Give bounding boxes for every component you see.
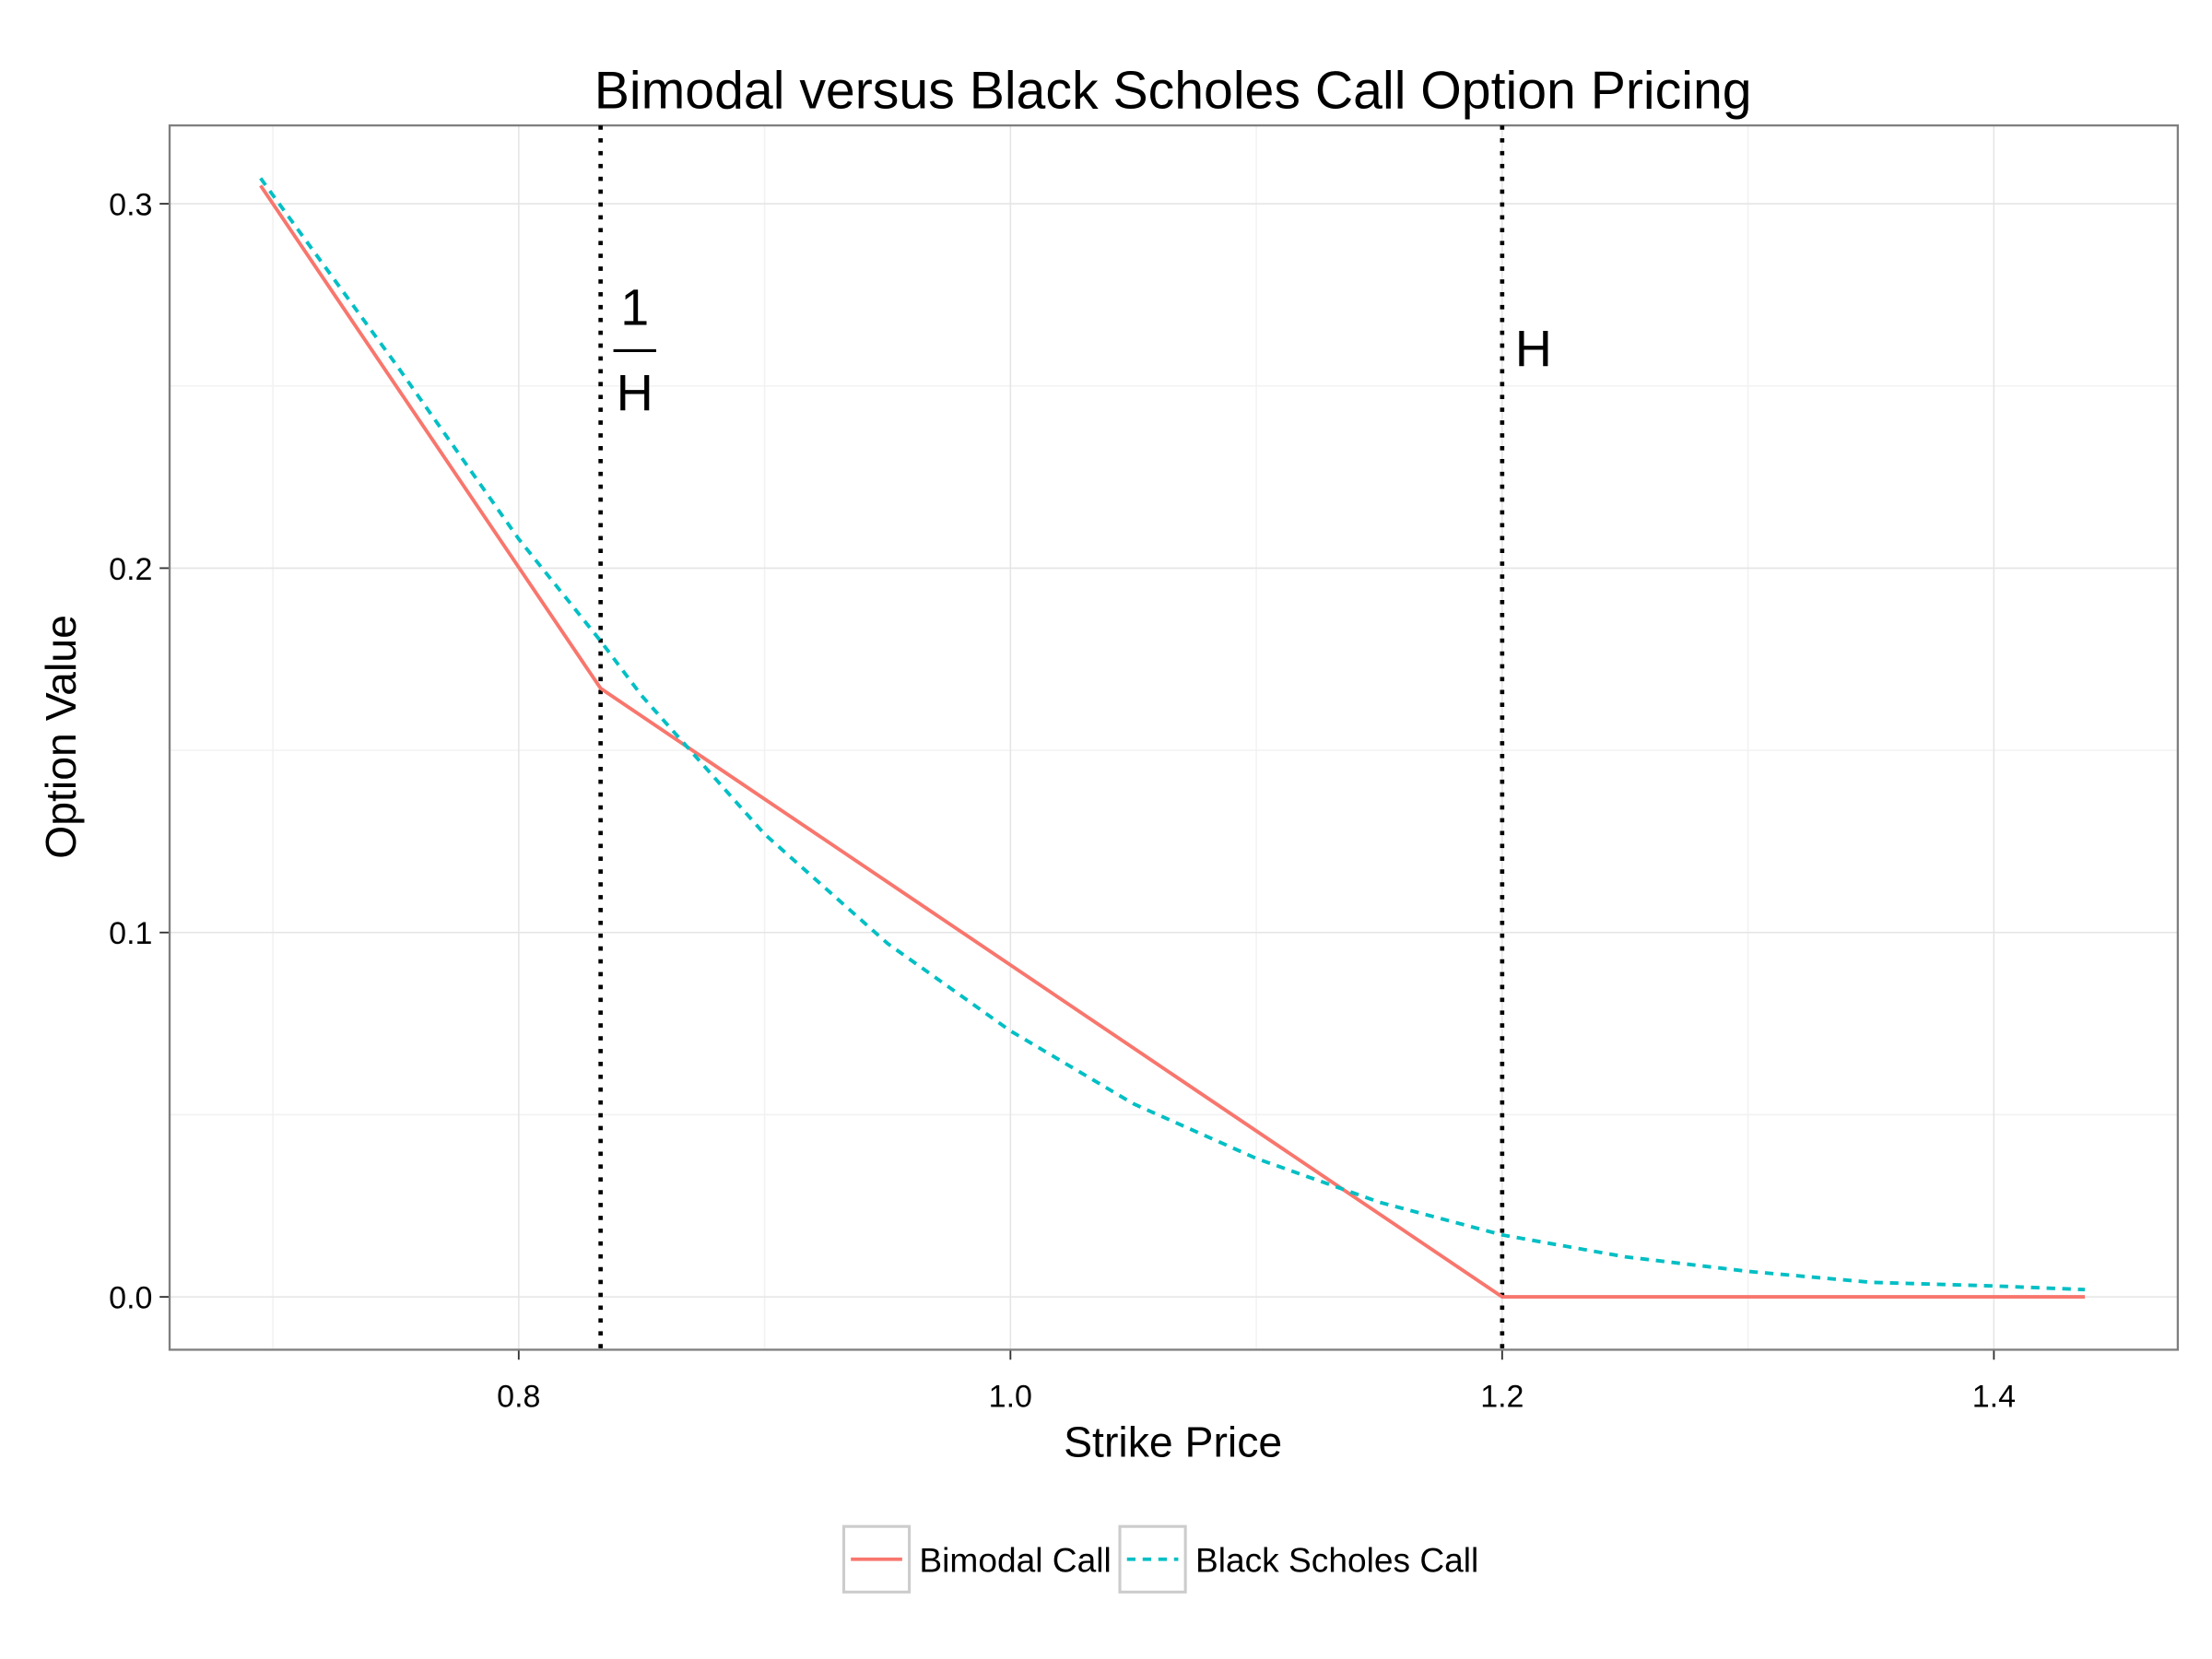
x-tick-label: 0.8 xyxy=(497,1379,540,1414)
series-line xyxy=(259,177,2086,1292)
y-tick-label: 0.0 xyxy=(109,1280,152,1315)
chart-title: Bimodal versus Black Scholes Call Option… xyxy=(594,62,1752,121)
legend-label: Black Scholes Call xyxy=(1195,1541,1478,1580)
legend-label: Bimodal Call xyxy=(919,1541,1111,1580)
annotation-denominator: H xyxy=(617,364,653,421)
y-tick-label: 0.3 xyxy=(109,187,152,222)
annotation-label: H xyxy=(1515,320,1552,377)
x-tick-label: 1.0 xyxy=(989,1379,1032,1414)
plot-border xyxy=(168,124,2180,1351)
series-line xyxy=(259,184,2086,1300)
x-axis-title: Strike Price xyxy=(1064,1418,1282,1465)
x-tick-label: 1.2 xyxy=(1480,1379,1524,1414)
annotation-numerator: 1 xyxy=(620,279,649,336)
y-tick-label: 0.1 xyxy=(109,916,152,951)
y-axis-title: Option Value xyxy=(37,615,85,859)
x-tick-label: 1.4 xyxy=(1972,1379,2016,1414)
y-tick-label: 0.2 xyxy=(109,552,152,587)
